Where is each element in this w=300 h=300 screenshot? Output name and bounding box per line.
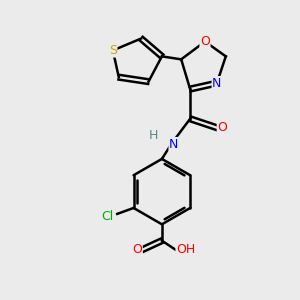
Text: N: N [169, 138, 178, 151]
Text: Cl: Cl [101, 210, 113, 223]
Text: O: O [200, 35, 210, 48]
Text: S: S [109, 44, 117, 57]
Text: H: H [148, 129, 158, 142]
Text: N: N [212, 76, 222, 90]
Text: OH: OH [176, 243, 195, 256]
Text: O: O [217, 121, 227, 134]
Text: O: O [132, 243, 142, 256]
